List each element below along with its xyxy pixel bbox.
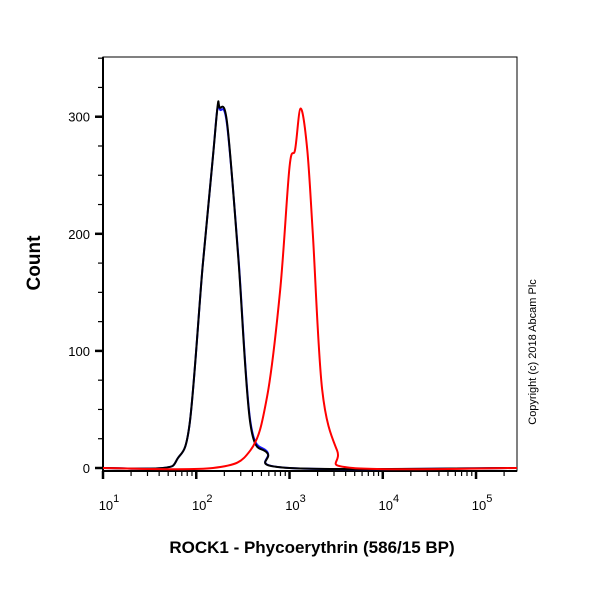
x-tick-label: 103 [285, 493, 306, 513]
x-tick-base: 10 [378, 498, 392, 513]
x-axis-label: ROCK1 - Phycoerythrin (586/15 BP) [169, 538, 454, 557]
x-tick-label: 105 [472, 493, 493, 513]
x-tick-base: 10 [192, 498, 206, 513]
y-tick-label: 100 [68, 344, 90, 359]
y-tick-label: 200 [68, 227, 90, 242]
copyright-annotation: Copyright (c) 2018 Abcam Plc [527, 279, 539, 425]
series-group [102, 100, 518, 471]
series-line-0 [102, 104, 518, 471]
y-tick-label: 0 [83, 461, 90, 476]
x-tick-label: 104 [378, 493, 399, 513]
x-tick-exponent: 1 [113, 493, 119, 505]
x-tick-exponent: 4 [393, 493, 399, 505]
x-tick-base: 10 [472, 498, 486, 513]
x-tick-exponent: 2 [206, 493, 212, 505]
x-tick-base: 10 [285, 498, 299, 513]
x-tick-label: 101 [99, 493, 120, 513]
plot-frame [102, 56, 518, 472]
x-tick-label: 102 [192, 493, 213, 513]
x-tick-base: 10 [99, 498, 113, 513]
x-tick-exponent: 5 [486, 493, 492, 505]
x-tick-exponent: 3 [300, 493, 306, 505]
y-axis-label: Count [24, 235, 45, 291]
y-tick-label: 300 [68, 110, 90, 125]
series-line-2 [102, 107, 518, 471]
series-line-1 [102, 100, 518, 471]
